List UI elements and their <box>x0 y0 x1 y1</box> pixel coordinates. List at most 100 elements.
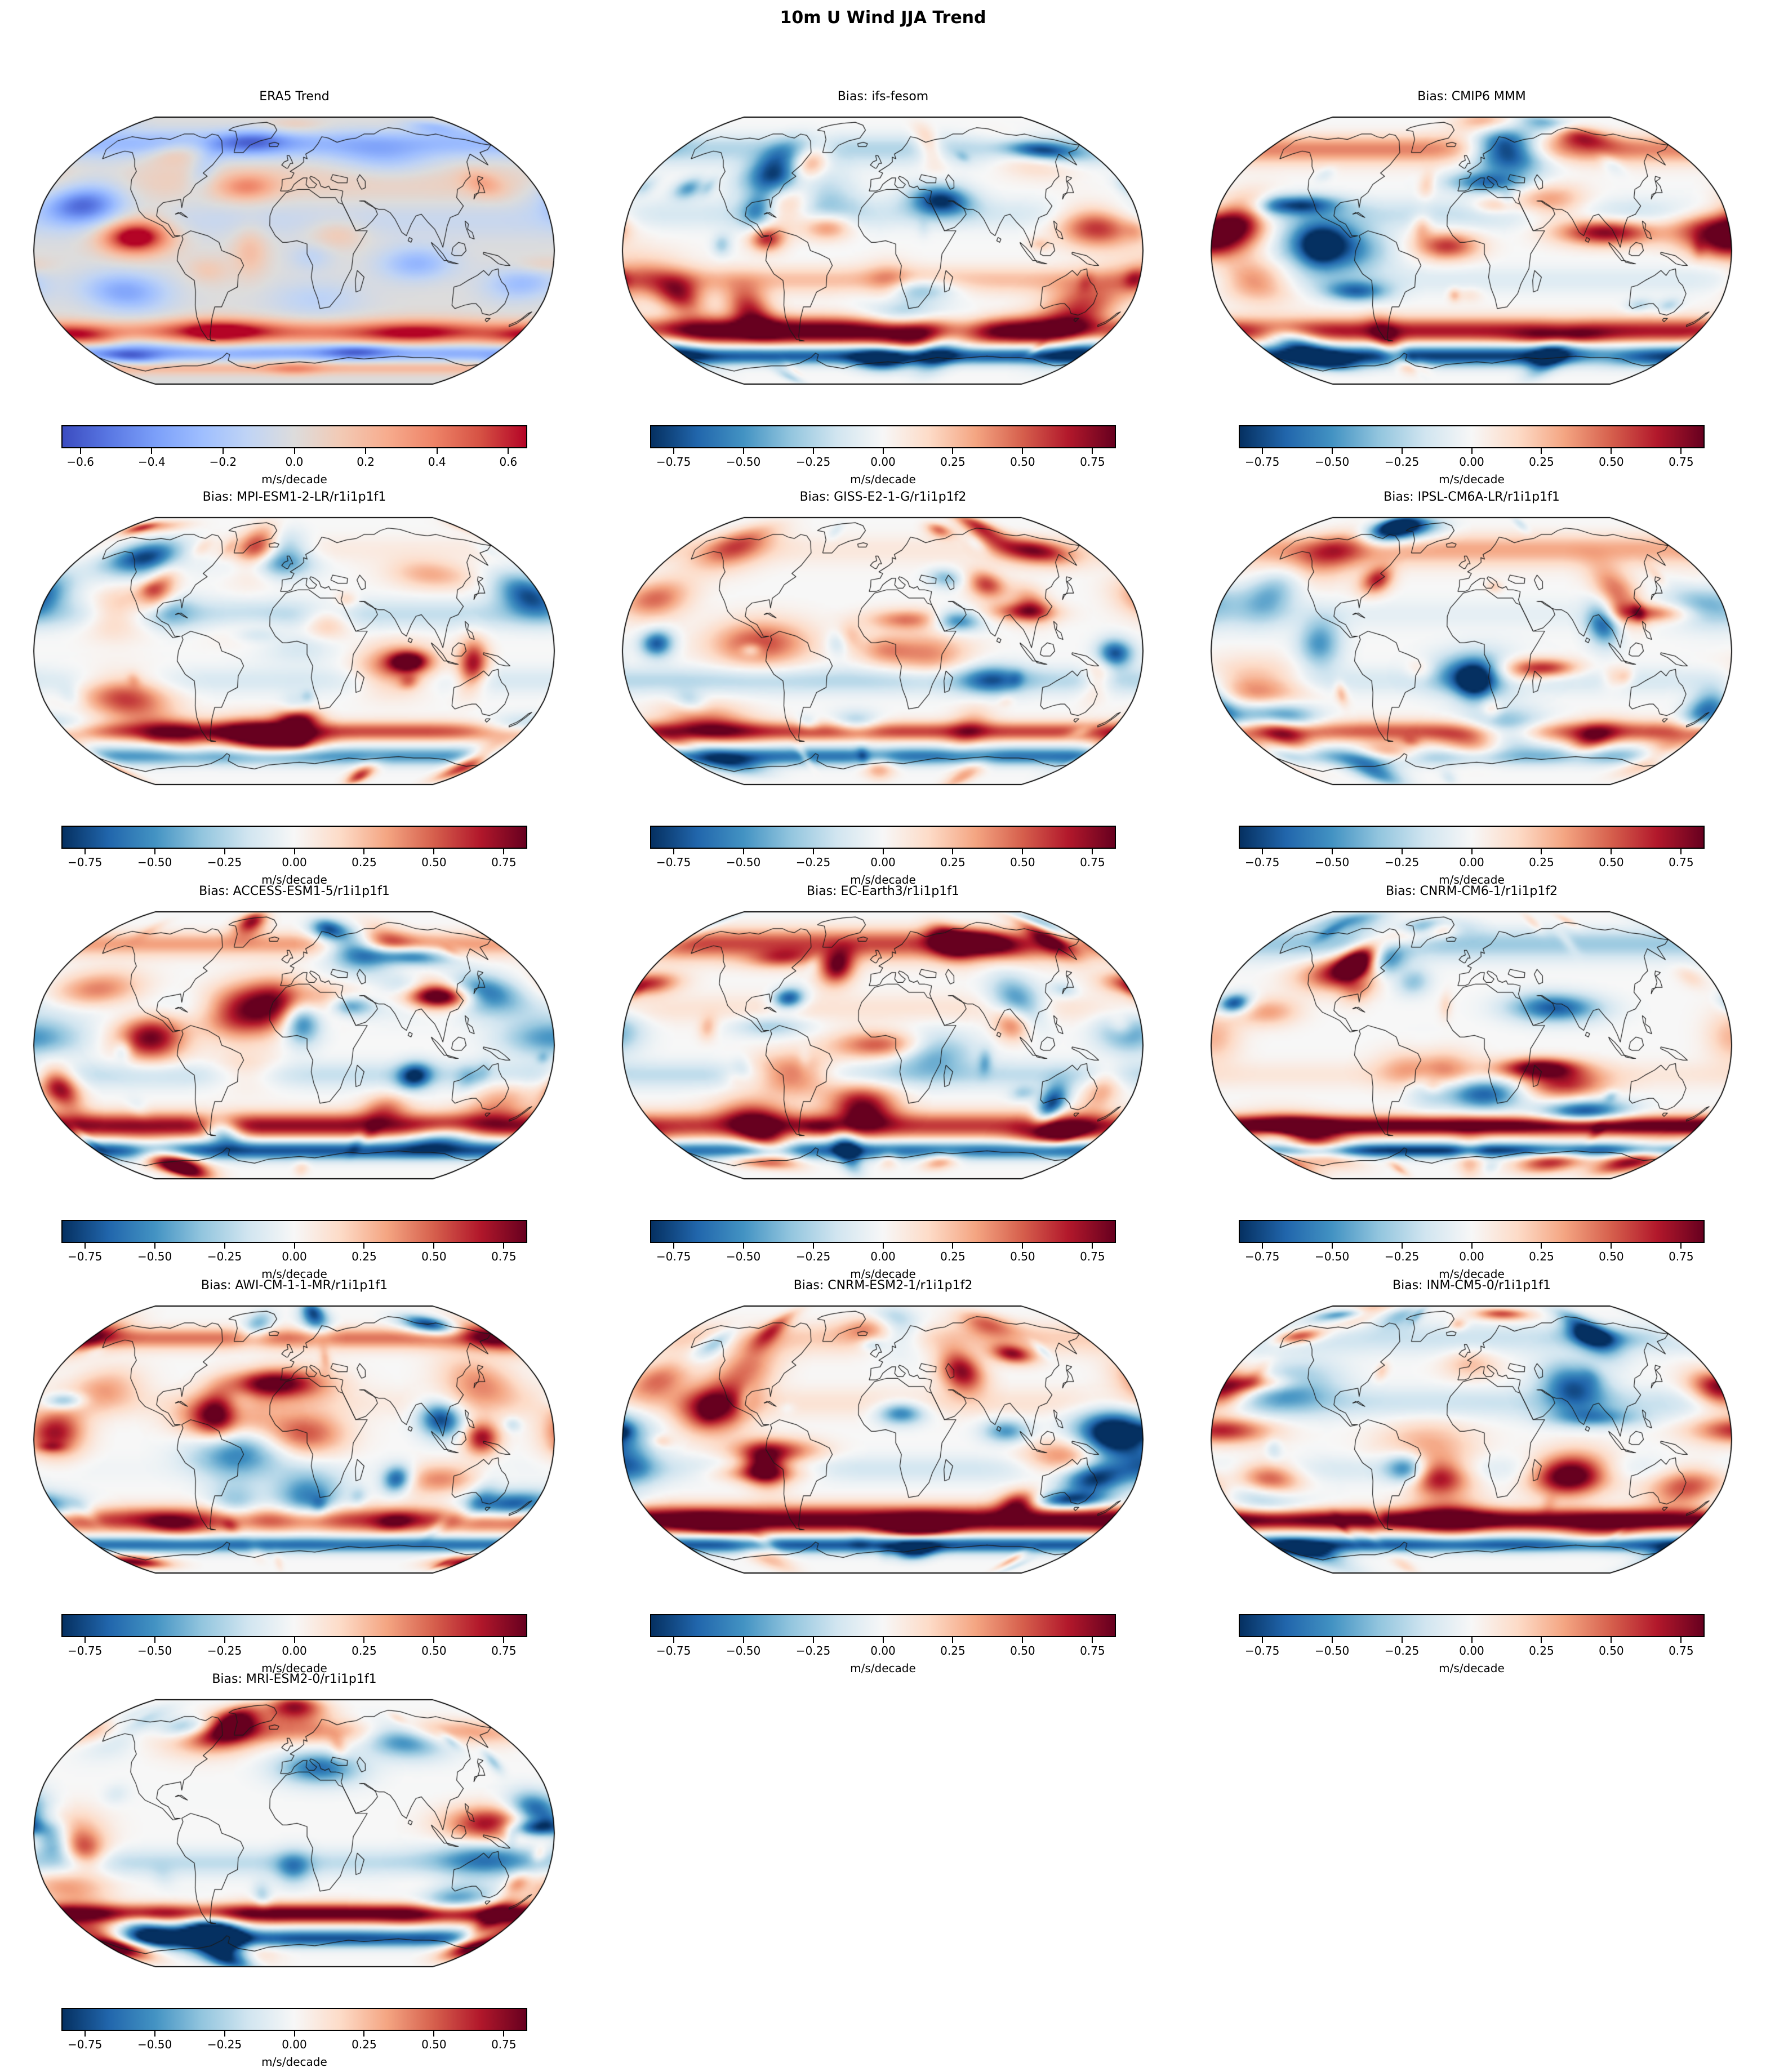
colorbar-tick <box>1261 1243 1263 1249</box>
world-map-canvas <box>621 910 1145 1180</box>
colorbar-tick-label: −0.50 <box>137 2038 172 2051</box>
colorbar: m/s/decade −0.75 −0.50 −0.25 0.00 0.25 0.50 0.… <box>1239 826 1705 889</box>
colorbar-tick <box>363 2031 365 2037</box>
colorbar-tick <box>882 448 884 454</box>
world-map-canvas <box>32 1698 556 1968</box>
colorbar-tick-label: −0.50 <box>1314 455 1350 469</box>
colorbar-tick <box>1541 849 1542 854</box>
figure-title: 10m U Wind JJA Trend <box>780 8 986 28</box>
colorbar-unit-label: m/s/decade <box>261 873 327 886</box>
colorbar-tick <box>1680 1243 1682 1249</box>
colorbar-tick <box>1261 1637 1263 1643</box>
colorbar-tick-label: 0.75 <box>491 2038 517 2051</box>
colorbar-tick <box>503 849 505 854</box>
colorbar-tick <box>224 1243 225 1249</box>
colorbar-tick-label: −0.75 <box>656 1644 691 1657</box>
world-map-canvas <box>621 1304 1145 1575</box>
world-map-canvas <box>32 910 556 1180</box>
colorbar: m/s/decade −0.75 −0.50 −0.25 0.00 0.25 0.50 0.… <box>61 1614 527 1677</box>
colorbar-tick-label: −0.75 <box>1245 1644 1280 1657</box>
colorbar-tick-label: 0.25 <box>940 455 966 469</box>
colorbar-tick <box>1022 448 1024 454</box>
colorbar-unit-label: m/s/decade <box>261 473 327 486</box>
colorbar-tick <box>433 849 435 854</box>
colorbar-tick <box>363 1243 365 1249</box>
colorbar-gradient <box>1239 1220 1705 1243</box>
colorbar-tick-label: −0.75 <box>1245 455 1280 469</box>
colorbar-unit-label: m/s/decade <box>850 1661 916 1675</box>
colorbar-tick-label: 0.50 <box>1599 455 1624 469</box>
colorbar-gradient <box>61 2008 527 2031</box>
panel-title: Bias: MRI-ESM2-0/r1i1p1f1 <box>212 1672 377 1686</box>
colorbar-tick-label: −0.75 <box>656 1250 691 1263</box>
world-map-canvas <box>32 516 556 786</box>
colorbar-tick <box>436 448 438 454</box>
colorbar-tick <box>1092 448 1093 454</box>
colorbar-tick-label: 0.25 <box>352 2038 377 2051</box>
colorbar-tick-label: 0.25 <box>352 855 377 869</box>
panel-title: ERA5 Trend <box>259 90 330 104</box>
colorbar-gradient <box>650 1220 1116 1243</box>
colorbar-tick-label: −0.25 <box>1384 455 1420 469</box>
colorbar-tick-label: 0.00 <box>282 2038 307 2051</box>
world-map-canvas <box>1209 516 1733 786</box>
colorbar-tick <box>1611 849 1612 854</box>
colorbar-tick-label: 0.00 <box>1459 855 1484 869</box>
colorbar-tick <box>222 448 224 454</box>
colorbar-tick-label: −0.75 <box>1245 1250 1280 1263</box>
colorbar-tick-label: 0.25 <box>352 1250 377 1263</box>
colorbar-tick <box>952 448 954 454</box>
colorbar-unit-label: m/s/decade <box>1439 473 1505 486</box>
colorbar-tick <box>1022 849 1024 854</box>
colorbar-tick <box>742 849 744 854</box>
colorbar-tick-label: −0.50 <box>726 1644 761 1657</box>
colorbar-tick <box>84 1243 86 1249</box>
colorbar-gradient <box>650 826 1116 849</box>
panel-bias-mri-esm2-0-r1i1p1f1: Bias: MRI-ESM2-0/r1i1p1f1 m/s/decade −0.… <box>0 1666 589 2072</box>
colorbar-tick-label: −0.50 <box>1314 855 1350 869</box>
colorbar-tick <box>812 1243 814 1249</box>
colorbar-tick-label: 0.25 <box>1529 455 1554 469</box>
colorbar-tick-label: 0.50 <box>1599 1644 1624 1657</box>
colorbar-tick <box>1471 448 1473 454</box>
colorbar-unit-label: m/s/decade <box>1439 873 1505 886</box>
panel-title: Bias: IPSL-CM6A-LR/r1i1p1f1 <box>1384 490 1560 504</box>
colorbar-tick <box>742 1243 744 1249</box>
colorbar-tick <box>1092 1243 1093 1249</box>
colorbar-tick <box>673 1243 674 1249</box>
colorbar-tick <box>1680 1637 1682 1643</box>
colorbar-unit-label: m/s/decade <box>261 1661 327 1675</box>
colorbar-tick <box>154 849 155 854</box>
colorbar-tick <box>1331 849 1333 854</box>
colorbar-tick-label: −0.25 <box>207 2038 242 2051</box>
colorbar-tick <box>1541 448 1542 454</box>
panel-bias-ec-earth3-r1i1p1f1: Bias: EC-Earth3/r1i1p1f1 m/s/decade −0.7… <box>589 879 1177 1284</box>
colorbar-tick <box>363 1637 365 1643</box>
world-map-canvas <box>621 115 1145 386</box>
colorbar-tick-label: 0.50 <box>1010 1250 1035 1263</box>
colorbar-tick <box>742 448 744 454</box>
colorbar-tick-label: −0.75 <box>656 855 691 869</box>
colorbar: m/s/decade −0.75 −0.50 −0.25 0.00 0.25 0.50 0.… <box>650 1220 1116 1283</box>
colorbar-tick-label: −0.75 <box>68 1250 103 1263</box>
colorbar-tick-label: 0.25 <box>1529 855 1554 869</box>
colorbar-tick-label: 0.25 <box>1529 1250 1554 1263</box>
colorbar-tick <box>1261 448 1263 454</box>
colorbar-tick-label: −0.50 <box>726 1250 761 1263</box>
colorbar-tick-label: 0.75 <box>1669 455 1694 469</box>
colorbar-tick <box>1611 448 1612 454</box>
colorbar-tick <box>84 2031 86 2037</box>
colorbar-tick-label: 0.00 <box>870 1250 896 1263</box>
colorbar-tick <box>293 1637 295 1643</box>
colorbar-tick <box>151 448 153 454</box>
colorbar-tick-label: −0.25 <box>1384 855 1420 869</box>
colorbar-tick-label: 0.25 <box>940 1250 966 1263</box>
world-map-canvas <box>621 516 1145 786</box>
colorbar: m/s/decade −0.75 −0.50 −0.25 0.00 0.25 0.50 0.… <box>650 826 1116 889</box>
colorbar-tick <box>224 849 225 854</box>
colorbar-tick <box>84 849 86 854</box>
colorbar-tick <box>1541 1637 1542 1643</box>
colorbar-tick-label: 0.75 <box>491 1644 517 1657</box>
colorbar-tick <box>1331 1637 1333 1643</box>
